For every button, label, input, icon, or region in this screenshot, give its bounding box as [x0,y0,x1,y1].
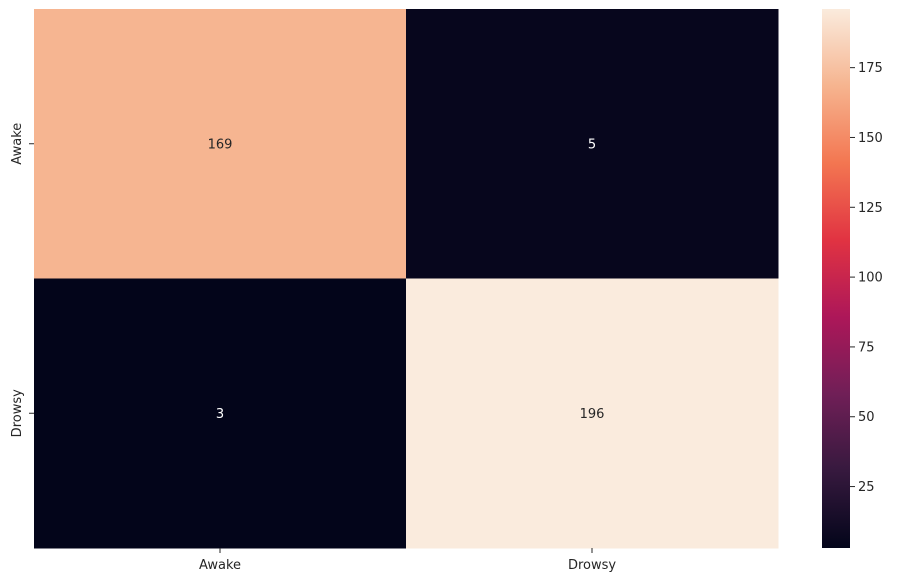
heatmap-cell-1-0 [34,278,407,549]
colorbar-tick-label: 175 [858,61,883,76]
cell-value-label: 5 [588,137,596,152]
colorbar-tick-label: 75 [858,340,875,355]
y-axis: Awake Drowsy [10,123,34,437]
colorbar-tick-label: 100 [858,271,883,286]
colorbar-gradient [822,9,850,548]
colorbar-tick-label: 150 [858,131,883,146]
colorbar-tick-label: 50 [858,410,875,425]
colorbar-tick-label: 125 [858,201,883,216]
cell-value-label: 3 [216,407,224,422]
heatmap-cell-0-0 [34,9,407,279]
colorbar-tick-label: 25 [858,480,875,495]
x-axis: Awake Drowsy [199,548,616,573]
cell-value-label: 169 [208,137,233,152]
x-tick-label: Awake [199,558,241,573]
colorbar: 25 50 75 100 125 150 175 [822,9,883,548]
x-tick-label: Drowsy [568,558,616,573]
y-tick-label: Drowsy [10,389,25,437]
y-tick-label: Awake [10,123,25,165]
heatmap-cells [34,9,779,549]
heatmap-cell-0-1 [406,9,779,279]
heatmap-cell-1-1 [406,278,779,549]
cell-value-label: 196 [580,407,605,422]
heatmap-cell-labels: 169 5 3 196 [208,137,605,422]
